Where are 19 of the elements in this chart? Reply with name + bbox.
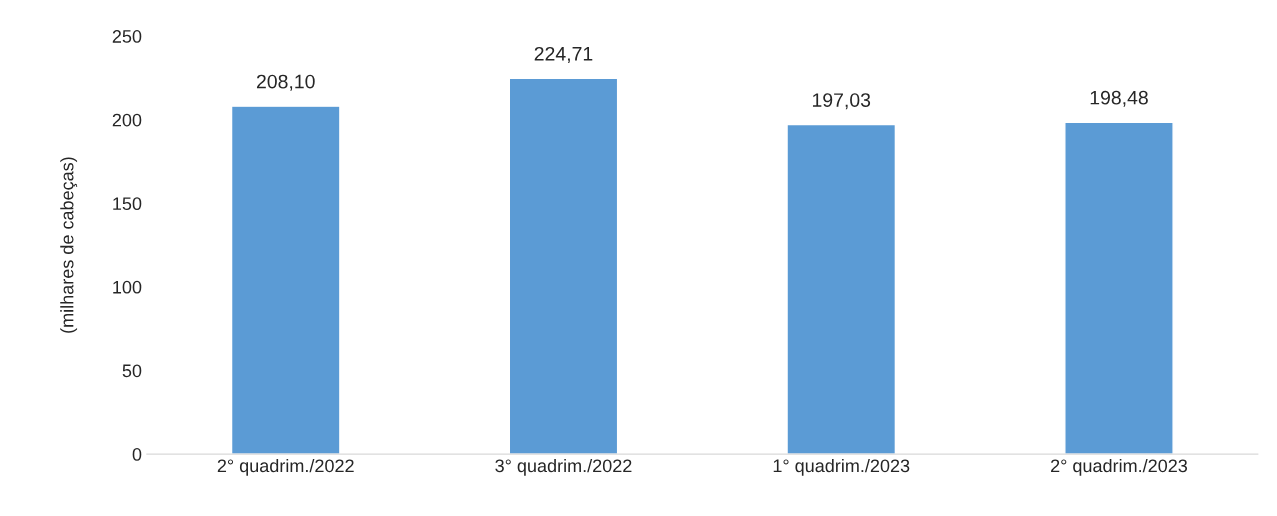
y-tick-label: 0 xyxy=(132,448,142,461)
x-tick-label: 1° quadrim./2023 xyxy=(773,458,910,476)
bar xyxy=(1064,121,1174,455)
data-label: 198,48 xyxy=(1090,90,1148,107)
y-axis-title: (milhares de cabeças) xyxy=(60,157,78,333)
x-tick-label: 3° quadrim./2022 xyxy=(495,458,632,476)
y-tick-label: 100 xyxy=(113,280,142,294)
x-tick-label: 2° quadrim./2022 xyxy=(217,458,354,476)
data-label: 224,71 xyxy=(534,46,593,63)
bar xyxy=(508,77,619,455)
bar xyxy=(786,123,897,455)
data-label: 197,03 xyxy=(812,93,871,110)
y-tick-label: 50 xyxy=(122,364,142,378)
y-tick-label: 250 xyxy=(112,30,142,43)
x-tick-label: 2° quadrim./2023 xyxy=(1051,458,1188,476)
y-tick-label: 150 xyxy=(113,197,142,211)
y-tick-label: 200 xyxy=(112,113,142,127)
data-label: 208,10 xyxy=(256,74,315,91)
bar xyxy=(230,105,341,455)
